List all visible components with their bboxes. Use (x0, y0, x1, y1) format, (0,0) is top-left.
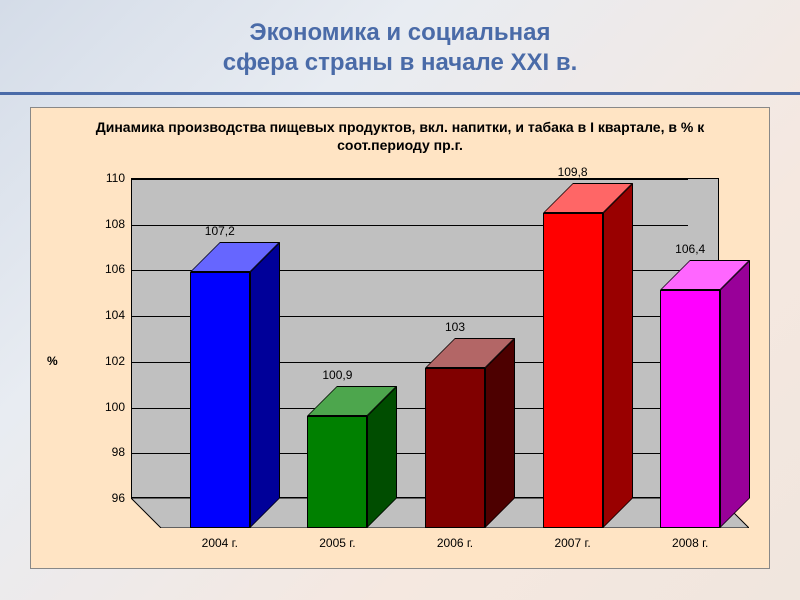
bar (660, 290, 720, 528)
bar (543, 213, 603, 528)
y-tick-label: 110 (106, 171, 131, 185)
y-tick-label: 102 (105, 354, 131, 368)
bar-value-label: 103 (445, 320, 465, 334)
y-tick-label: 104 (105, 308, 131, 322)
bar (425, 368, 485, 528)
chart-panel: Динамика производства пищевых продуктов,… (30, 107, 770, 569)
bar-value-label: 106,4 (675, 242, 705, 256)
page-title-line2: сфера страны в начале XXI в. (20, 48, 780, 78)
x-tick-label: 2005 г. (319, 536, 355, 550)
x-tick-label: 2006 г. (437, 536, 473, 550)
bar-value-label: 100,9 (322, 368, 352, 382)
y-tick-label: 96 (112, 491, 131, 505)
title-divider (0, 92, 800, 95)
x-tick-label: 2004 г. (202, 536, 238, 550)
y-tick-label: 100 (105, 400, 131, 414)
y-tick-label: 106 (105, 262, 131, 276)
x-tick-label: 2007 г. (554, 536, 590, 550)
bar (190, 272, 250, 528)
page-title-line1: Экономика и социальная (20, 18, 780, 48)
plot-area: 9698100102104106108110107,22004 г.100,92… (91, 178, 749, 528)
x-tick-label: 2008 г. (672, 536, 708, 550)
chart-title: Динамика производства пищевых продуктов,… (31, 108, 769, 160)
bar (307, 416, 367, 528)
y-tick-label: 98 (112, 445, 131, 459)
y-tick-label: 108 (105, 217, 131, 231)
y-axis-label: % (47, 354, 58, 368)
bar-value-label: 109,8 (558, 165, 588, 179)
bar-value-label: 107,2 (205, 224, 235, 238)
